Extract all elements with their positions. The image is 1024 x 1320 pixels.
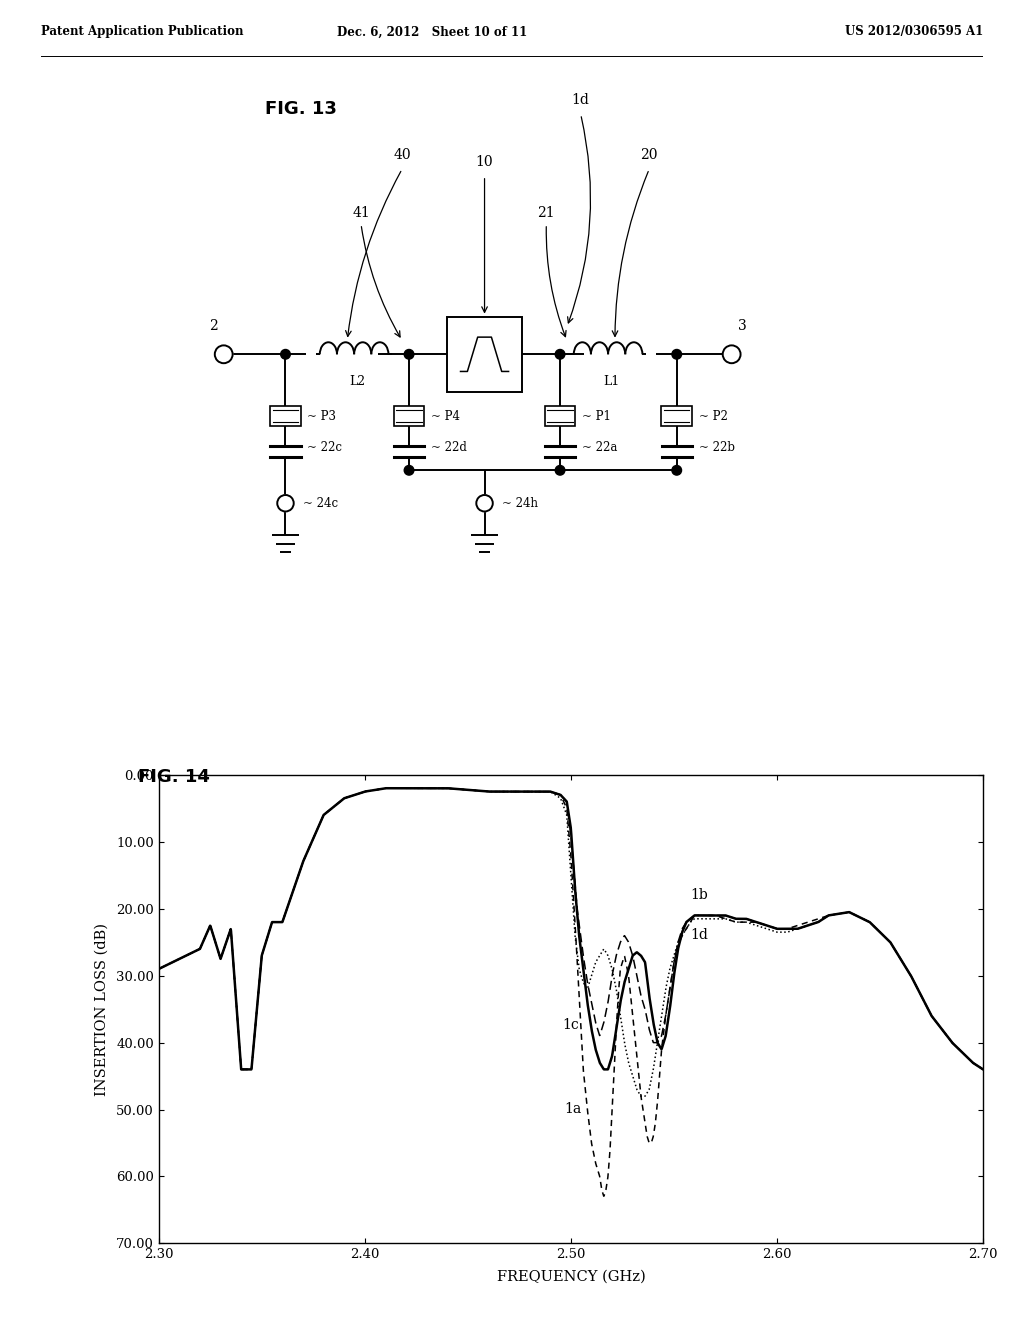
Circle shape — [555, 466, 565, 475]
Text: 41: 41 — [352, 206, 370, 220]
Circle shape — [672, 466, 682, 475]
Text: US 2012/0306595 A1: US 2012/0306595 A1 — [845, 25, 983, 38]
Text: 1d: 1d — [571, 92, 590, 107]
Text: L1: L1 — [603, 375, 620, 388]
Circle shape — [278, 495, 294, 511]
Circle shape — [476, 495, 493, 511]
Text: ~ 24c: ~ 24c — [303, 496, 338, 510]
Text: ~ P4: ~ P4 — [431, 409, 460, 422]
Text: ~ 24h: ~ 24h — [502, 496, 538, 510]
Circle shape — [215, 346, 232, 363]
Circle shape — [281, 350, 290, 359]
Text: 1d: 1d — [690, 928, 709, 942]
Text: ~ P1: ~ P1 — [582, 409, 611, 422]
Text: Patent Application Publication: Patent Application Publication — [41, 25, 244, 38]
Text: ~ P3: ~ P3 — [307, 409, 337, 422]
Text: 1b: 1b — [690, 887, 709, 902]
Text: 3: 3 — [737, 319, 746, 333]
Bar — [545, 407, 575, 425]
Text: 20: 20 — [641, 148, 658, 161]
Text: 21: 21 — [538, 206, 555, 220]
X-axis label: FREQUENCY (GHz): FREQUENCY (GHz) — [497, 1270, 645, 1283]
Text: ~ P2: ~ P2 — [698, 409, 728, 422]
Circle shape — [404, 350, 414, 359]
Text: 40: 40 — [393, 148, 411, 161]
Text: ~ 22c: ~ 22c — [307, 441, 342, 454]
Bar — [662, 407, 692, 425]
Text: ~ 22d: ~ 22d — [431, 441, 467, 454]
Text: Dec. 6, 2012   Sheet 10 of 11: Dec. 6, 2012 Sheet 10 of 11 — [337, 25, 527, 38]
Circle shape — [672, 350, 682, 359]
Text: 1c: 1c — [562, 1018, 580, 1032]
Text: 2: 2 — [209, 319, 218, 333]
Text: ~ 22b: ~ 22b — [698, 441, 734, 454]
Bar — [270, 407, 301, 425]
Circle shape — [404, 466, 414, 475]
Bar — [393, 407, 425, 425]
Circle shape — [555, 350, 565, 359]
Text: FIG. 13: FIG. 13 — [265, 100, 337, 117]
Text: 10: 10 — [476, 154, 494, 169]
Text: FIG. 14: FIG. 14 — [138, 768, 210, 787]
Bar — [446, 317, 522, 392]
Text: L2: L2 — [349, 375, 366, 388]
Circle shape — [723, 346, 740, 363]
Y-axis label: INSERTION LOSS (dB): INSERTION LOSS (dB) — [95, 923, 109, 1096]
Text: 1a: 1a — [564, 1102, 582, 1115]
Text: ~ 22a: ~ 22a — [582, 441, 617, 454]
